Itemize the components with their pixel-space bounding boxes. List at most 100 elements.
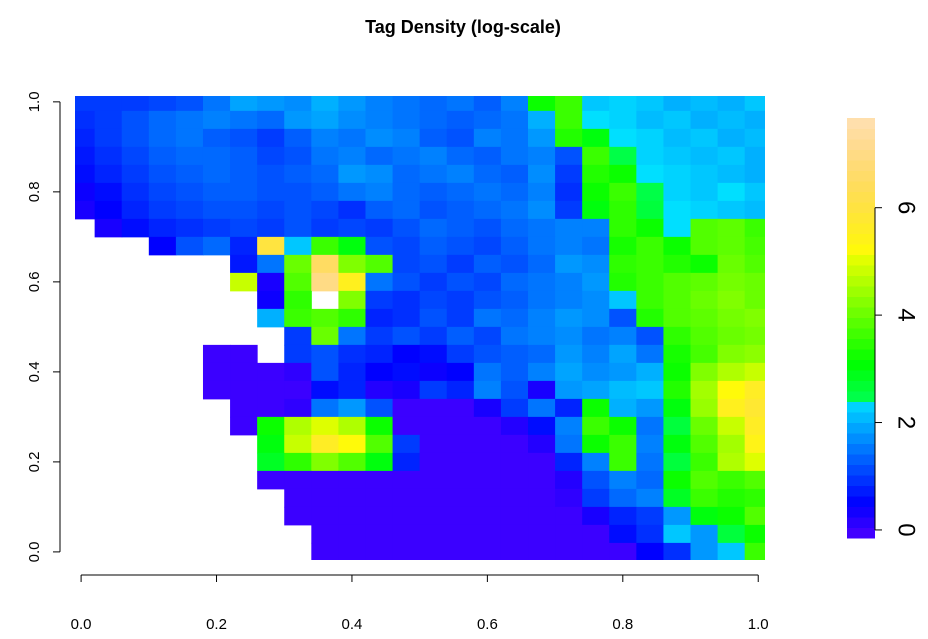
heatmap-cell — [446, 236, 475, 256]
heatmap-cell — [284, 96, 312, 112]
heatmap-cell — [284, 254, 312, 274]
heatmap-cell — [528, 218, 556, 238]
heatmap-cell — [717, 452, 746, 472]
heatmap-cell — [392, 470, 421, 490]
heatmap-cell — [446, 434, 475, 454]
heatmap-cell — [257, 362, 285, 382]
heatmap-cell — [338, 452, 366, 472]
heatmap-cell — [663, 110, 692, 130]
heatmap-cell — [338, 344, 366, 364]
heatmap-cell — [311, 470, 339, 490]
heatmap-cell — [338, 434, 366, 454]
heatmap-cell — [636, 272, 664, 292]
heatmap-cell — [473, 344, 502, 364]
heatmap-cell — [717, 182, 746, 202]
heatmap-cell — [555, 200, 583, 220]
heatmap-cell — [690, 488, 719, 508]
colorbar-segment — [847, 160, 875, 171]
heatmap-cell — [555, 96, 583, 112]
heatmap-cell — [609, 236, 637, 256]
heatmap-cell — [744, 290, 765, 310]
heatmap-cell — [528, 452, 556, 472]
heatmap-cell — [717, 218, 746, 238]
heatmap-cell — [121, 182, 150, 202]
heatmap-cell — [717, 146, 746, 166]
heatmap-cell — [175, 128, 204, 148]
heatmap-cell — [75, 200, 96, 220]
heatmap-cell — [582, 470, 610, 490]
heatmap-cell — [257, 164, 285, 184]
y-tick-label: 1.0 — [26, 91, 43, 112]
heatmap-cell — [311, 218, 339, 238]
heatmap-cell — [284, 326, 312, 346]
heatmap-cell — [690, 254, 719, 274]
heatmap-cell — [75, 110, 96, 130]
heatmap-cell — [311, 488, 339, 508]
heatmap-cell — [419, 416, 448, 436]
heatmap-cell — [528, 524, 556, 544]
heatmap-cell — [500, 398, 529, 418]
heatmap-cell — [609, 128, 637, 148]
heatmap-cell — [230, 380, 258, 400]
heatmap-cell — [473, 398, 502, 418]
heatmap-cell — [392, 434, 421, 454]
heatmap-cell — [744, 218, 765, 238]
heatmap-cell — [582, 362, 610, 382]
heatmap-cell — [175, 96, 204, 112]
heatmap-cell — [121, 200, 150, 220]
heatmap-cell — [284, 290, 312, 310]
heatmap-cell — [446, 362, 475, 382]
heatmap-cell — [500, 542, 529, 560]
colorbar-segment — [847, 233, 875, 245]
heatmap-cell — [419, 506, 448, 526]
heatmap-cell — [609, 290, 637, 310]
heatmap-cell — [419, 96, 448, 112]
heatmap-cell — [284, 182, 312, 202]
heatmap-cell — [663, 416, 692, 436]
heatmap-cell — [94, 218, 123, 238]
heatmap-cell — [311, 398, 339, 418]
heatmap-cell — [582, 416, 610, 436]
colorbar-segment — [847, 485, 875, 497]
heatmap-cell — [230, 182, 258, 202]
colorbar-tick-label: 6 — [893, 201, 920, 214]
colorbar-segment — [847, 328, 875, 339]
heatmap-cell — [636, 218, 664, 238]
colorbar-segment — [847, 527, 875, 539]
heatmap-cell — [392, 290, 421, 310]
colorbar-segment — [847, 181, 875, 192]
heatmap-cell — [500, 110, 529, 130]
colorbar-segment — [847, 496, 875, 507]
heatmap-cell — [311, 524, 339, 544]
heatmap-cell — [257, 200, 285, 220]
heatmap-cell — [609, 398, 637, 418]
heatmap-cell — [582, 488, 610, 508]
heatmap-cell — [446, 326, 475, 346]
heatmap-cell — [500, 290, 529, 310]
heatmap-cell — [338, 128, 366, 148]
heatmap-cell — [636, 308, 664, 328]
heatmap-cell — [582, 452, 610, 472]
heatmap-cell — [690, 128, 719, 148]
heatmap-cell — [419, 434, 448, 454]
y-tick-label: 0.2 — [26, 451, 43, 472]
heatmap-cell — [717, 488, 746, 508]
heatmap-cell — [202, 110, 231, 130]
heatmap-cell — [555, 182, 583, 202]
heatmap-cell — [257, 452, 285, 472]
heatmap-cell — [717, 398, 746, 418]
heatmap-cell — [175, 110, 204, 130]
heatmap-cell — [338, 542, 366, 560]
heatmap-cell — [717, 434, 746, 454]
heatmap-cell — [230, 146, 258, 166]
heatmap-cell — [257, 236, 285, 256]
colorbar-segment — [847, 118, 875, 129]
heatmap-cell — [500, 96, 529, 112]
heatmap-cell — [446, 452, 475, 472]
heatmap-cell — [500, 146, 529, 166]
x-tick-label: 0.2 — [206, 616, 227, 633]
heatmap-cell — [528, 290, 556, 310]
heatmap-cell — [419, 398, 448, 418]
heatmap-cell — [202, 182, 231, 202]
colorbar-segment — [847, 170, 875, 182]
